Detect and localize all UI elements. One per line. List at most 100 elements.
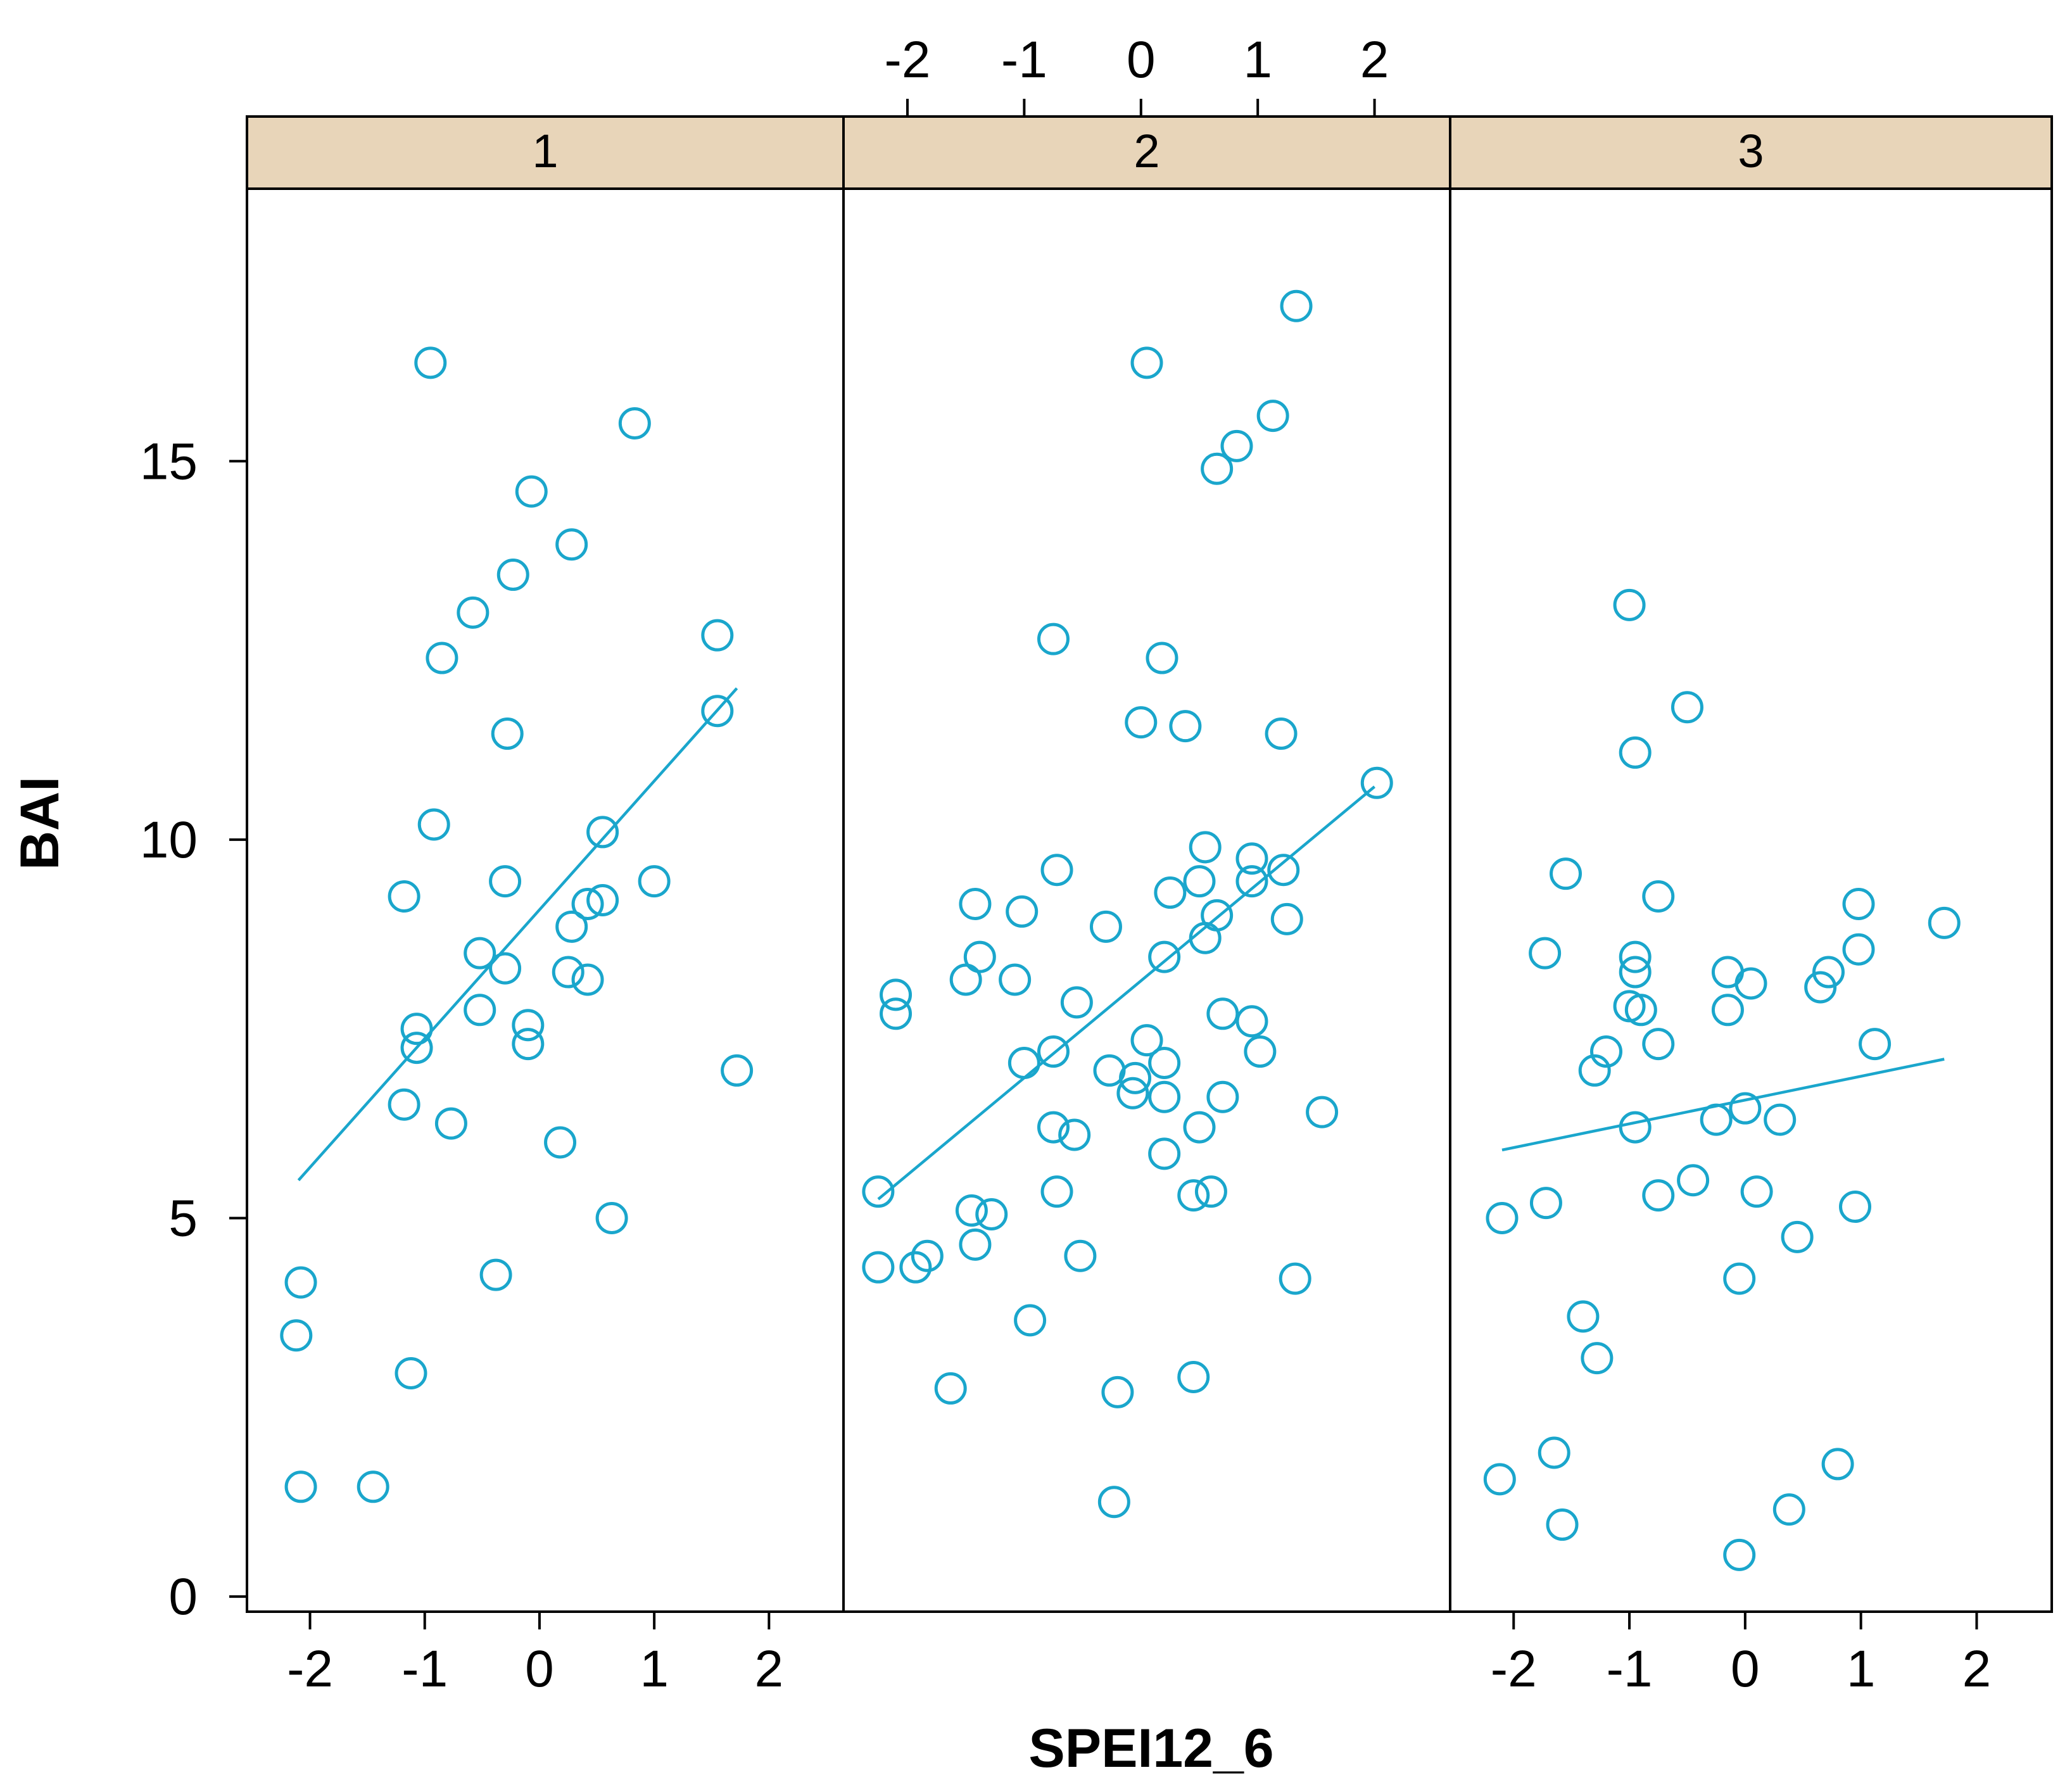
- data-point: [701, 619, 734, 652]
- data-point: [496, 559, 529, 591]
- data-point: [1154, 876, 1187, 909]
- data-point: [1529, 1187, 1562, 1220]
- y-tick-label: 0: [168, 1568, 198, 1626]
- x-tick-label: 1: [1243, 31, 1272, 89]
- data-point: [357, 1470, 389, 1503]
- x-tick-label: 1: [1847, 1640, 1876, 1698]
- data-point: [1812, 956, 1845, 989]
- x-axis-title: SPEI12_6: [1028, 1718, 1273, 1779]
- data-point: [1642, 1179, 1675, 1212]
- data-point: [284, 1470, 317, 1503]
- regression-line: [297, 687, 738, 1182]
- x-tick-label: 0: [1731, 1640, 1760, 1698]
- data-point: [1189, 831, 1222, 864]
- data-point: [395, 1357, 427, 1390]
- data-point: [1194, 1175, 1227, 1208]
- data-point: [464, 937, 496, 970]
- data-point: [457, 596, 490, 629]
- data-point: [1040, 1175, 1073, 1208]
- data-point: [1677, 1164, 1710, 1197]
- data-point: [1740, 1175, 1773, 1208]
- data-point: [1711, 994, 1744, 1027]
- data-point: [555, 528, 588, 561]
- x-tick-label: 2: [1360, 31, 1389, 89]
- data-point: [949, 963, 982, 996]
- data-point: [1148, 1046, 1181, 1079]
- data-point: [434, 1107, 467, 1140]
- x-tick-label: 0: [525, 1640, 554, 1698]
- data-point: [1058, 1118, 1091, 1151]
- data-point: [1729, 1092, 1762, 1125]
- data-point: [862, 1251, 895, 1284]
- data-point: [721, 1054, 754, 1087]
- data-point: [1177, 1360, 1210, 1393]
- x-tick-label: -1: [1001, 31, 1047, 89]
- data-point: [1265, 717, 1298, 750]
- data-point: [1624, 994, 1657, 1027]
- data-point: [1821, 1448, 1854, 1481]
- data-point: [1546, 1508, 1579, 1541]
- data-point: [280, 1319, 313, 1352]
- data-point: [1619, 940, 1652, 973]
- data-point: [999, 963, 1032, 996]
- data-point: [1772, 1493, 1805, 1526]
- data-point: [959, 887, 992, 920]
- data-point: [618, 407, 651, 440]
- data-point: [571, 963, 604, 996]
- data-point: [1130, 1024, 1163, 1057]
- panel-strip: [1449, 115, 2053, 190]
- data-point: [1928, 906, 1961, 939]
- data-point: [1148, 1137, 1181, 1170]
- regression-line: [1501, 1058, 1945, 1152]
- panel-frame: [1449, 115, 2053, 1613]
- data-point: [1148, 940, 1181, 973]
- data-point: [1037, 1035, 1070, 1068]
- data-point: [1101, 1375, 1134, 1408]
- data-point: [955, 1194, 988, 1227]
- data-point: [388, 1088, 420, 1121]
- data-point: [284, 1266, 317, 1299]
- y-tick-label: 15: [140, 433, 198, 490]
- data-point: [1613, 588, 1646, 621]
- data-point: [552, 956, 584, 989]
- panel-2: 2 -2 -1 0 1 2: [842, 31, 1451, 1613]
- data-point: [1581, 1342, 1614, 1375]
- data-point: [1550, 857, 1582, 890]
- panel-strip: [842, 115, 1451, 190]
- panel-frame: [246, 115, 845, 1613]
- data-point: [1008, 1046, 1040, 1079]
- data-point: [479, 1258, 512, 1291]
- data-point: [1619, 1111, 1652, 1144]
- data-point: [388, 880, 420, 913]
- data-point: [512, 1028, 545, 1061]
- data-point: [1486, 1201, 1519, 1234]
- data-point: [1064, 1239, 1097, 1272]
- data-point: [400, 1013, 433, 1046]
- data-point: [1201, 452, 1234, 485]
- data-point: [1006, 895, 1039, 928]
- data-point: [1097, 1486, 1130, 1519]
- panel-strip: [246, 115, 845, 190]
- data-point: [515, 475, 548, 508]
- x-tick-label: 2: [755, 1640, 784, 1698]
- data-point: [1235, 865, 1268, 898]
- panel-strip-label: 3: [1738, 125, 1764, 177]
- data-point: [963, 940, 996, 973]
- panel-strip-label: 2: [1134, 125, 1159, 177]
- data-point: [571, 887, 604, 920]
- y-tick-label: 10: [140, 811, 198, 869]
- data-point: [491, 717, 524, 750]
- data-point: [1270, 902, 1303, 935]
- x-tick-label: -1: [401, 1640, 448, 1698]
- data-point: [1189, 921, 1222, 954]
- data-point: [586, 884, 619, 916]
- data-point: [1220, 429, 1253, 462]
- data-point: [1183, 865, 1216, 898]
- data-point: [1169, 710, 1202, 743]
- data-point: [1529, 937, 1562, 970]
- x-tick-label: 2: [1962, 1640, 1992, 1698]
- data-point: [1089, 910, 1122, 943]
- data-point: [400, 1032, 433, 1065]
- data-point: [1723, 1262, 1756, 1295]
